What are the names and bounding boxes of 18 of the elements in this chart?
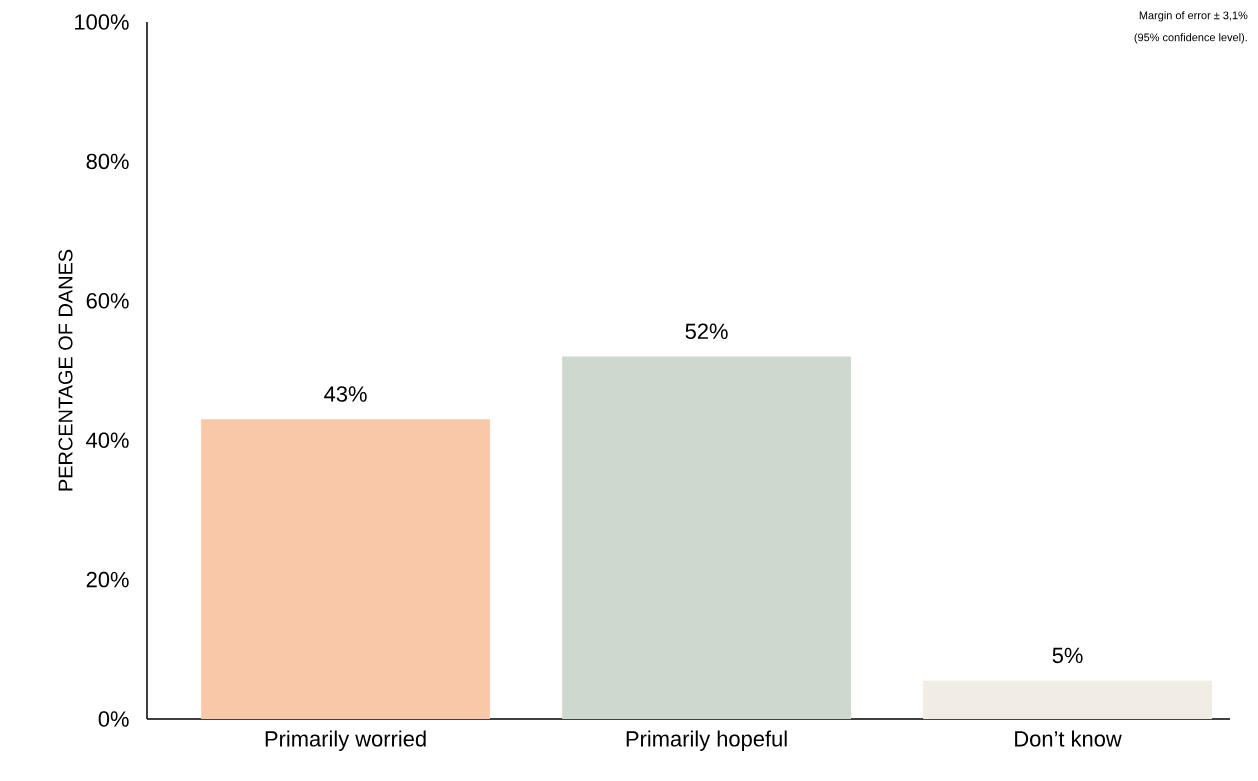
- y-tick-label: 0%: [98, 711, 129, 727]
- x-tick-label: Don’t know: [1015, 730, 1122, 747]
- data-label: 5%: [1052, 647, 1083, 664]
- text: Margin of error ± 3,1%: [1139, 11, 1248, 22]
- y-tick-label: 60%: [86, 293, 129, 309]
- bar: [923, 680, 1212, 719]
- y-tick-label: 80%: [86, 153, 129, 170]
- annotation: (95% confidence level).: [1134, 33, 1247, 44]
- data-label: 43%: [324, 386, 367, 402]
- y-tick-label: 20%: [86, 571, 129, 588]
- y-tick-label: 40%: [86, 432, 129, 448]
- bar: [562, 356, 851, 719]
- x-tick-label: Primarily hopeful: [626, 730, 787, 751]
- y-tick-label: 100%: [75, 14, 129, 30]
- bar: [201, 419, 490, 719]
- x-tick-label: Primarily worried: [265, 730, 426, 751]
- data-label: 52%: [685, 323, 728, 340]
- y-axis-title: PERCENTAGE OF DANES: [58, 249, 73, 491]
